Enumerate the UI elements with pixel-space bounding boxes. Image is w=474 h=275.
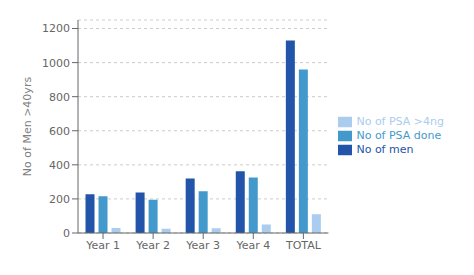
svg-text:Year 3: Year 3 (185, 239, 220, 252)
svg-text:Year 2: Year 2 (135, 239, 170, 252)
svg-text:TOTAL: TOTAL (285, 239, 322, 252)
svg-text:Year 4: Year 4 (235, 239, 270, 252)
svg-text:800: 800 (49, 91, 70, 104)
html-text:No of men: No of men (356, 142, 414, 156)
svg-text:0: 0 (63, 227, 70, 240)
svg-text:1200: 1200 (42, 22, 70, 35)
html-text:No of PSA >4ng: No of PSA >4ng (356, 114, 444, 128)
svg-text:600: 600 (49, 125, 70, 138)
html-text:No of PSA done: No of PSA done (356, 128, 442, 142)
svg-text:Year 1: Year 1 (85, 239, 120, 252)
svg-text:200: 200 (49, 193, 70, 206)
svg-text:1000: 1000 (42, 57, 70, 70)
svg-text:No of Men >40yrs: No of Men >40yrs (21, 77, 34, 177)
svg-text:400: 400 (49, 159, 70, 172)
